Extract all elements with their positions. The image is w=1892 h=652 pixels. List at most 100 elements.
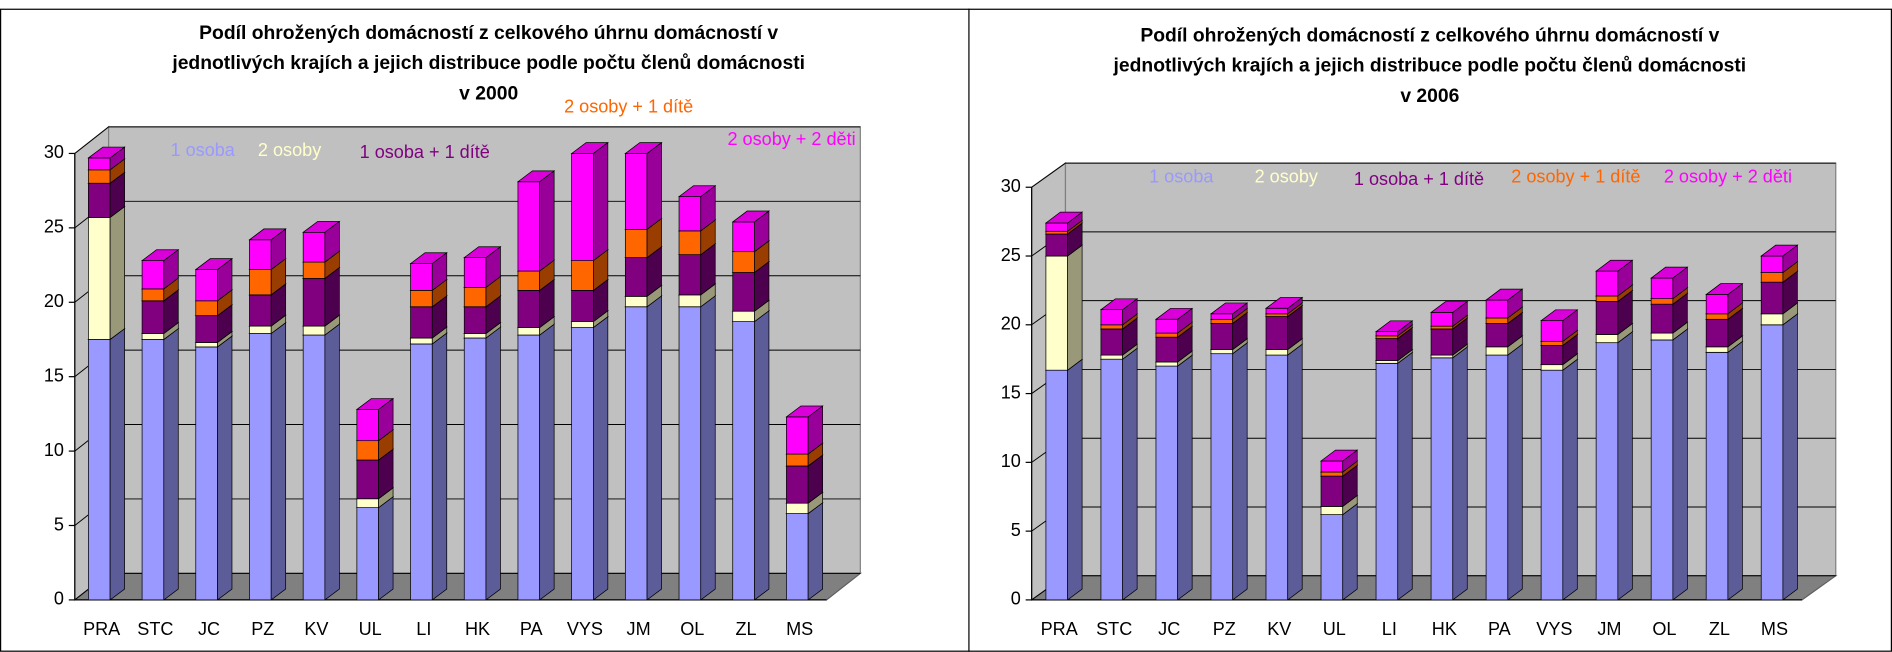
bar-segment xyxy=(141,339,165,601)
bar-top xyxy=(302,221,341,233)
bar-segment xyxy=(463,306,487,334)
bar-segment xyxy=(1375,335,1399,339)
bar-top xyxy=(1540,309,1579,322)
bar-segment xyxy=(356,507,379,601)
bar-top xyxy=(677,185,717,197)
x-tick-label: MS xyxy=(786,619,813,639)
bar-segment xyxy=(678,294,702,308)
bar-segment xyxy=(88,169,111,184)
chart-title: jednotlivých krajích a jejich distribuce… xyxy=(1113,55,1747,77)
bar-top xyxy=(1760,244,1799,257)
x-tick-label: PRA xyxy=(83,619,121,639)
bar-segment xyxy=(1650,277,1674,300)
bar-segment xyxy=(1320,471,1344,477)
bar-segment xyxy=(1375,338,1399,361)
bar-segment xyxy=(517,290,541,328)
bar-segment xyxy=(141,333,165,340)
bar-segment xyxy=(463,257,487,288)
bar-segment xyxy=(1760,324,1784,601)
bar-segment xyxy=(1430,354,1454,359)
bar-segment xyxy=(1210,318,1234,324)
bar-top xyxy=(1319,449,1359,462)
bar-segment xyxy=(88,339,111,601)
bar-segment xyxy=(624,306,648,601)
bar-side xyxy=(109,205,125,341)
bar-segment xyxy=(1705,351,1729,601)
legend-entry: 2 osoby + 1 dítě xyxy=(1511,166,1640,186)
bar-segment xyxy=(463,287,487,308)
bar-top xyxy=(87,146,126,159)
x-tick-label: PA xyxy=(520,619,544,639)
bar-segment xyxy=(88,217,111,340)
legend-entry: 2 osoby + 2 děti xyxy=(1664,166,1792,186)
bar-segment xyxy=(624,295,648,308)
bar-side xyxy=(270,321,287,601)
bar-segment xyxy=(1705,318,1729,348)
bar-segment xyxy=(1045,230,1068,235)
bar-segment xyxy=(624,228,648,258)
bar-segment xyxy=(1210,313,1234,320)
x-tick-label: ZL xyxy=(735,619,756,639)
bar-top xyxy=(140,249,180,261)
bar-segment xyxy=(356,498,379,509)
bar-segment xyxy=(410,290,433,308)
x-tick-label: PRA xyxy=(1041,619,1079,639)
bar-segment xyxy=(678,306,702,601)
bar-top xyxy=(1209,302,1249,315)
bar-segment xyxy=(1320,506,1344,515)
y-tick-label: 15 xyxy=(44,365,64,385)
x-tick-label: JM xyxy=(627,619,651,639)
bar-segment xyxy=(1430,312,1454,327)
x-tick-label: HK xyxy=(465,619,490,639)
bar-segment xyxy=(1320,514,1344,601)
bar-segment xyxy=(786,502,809,514)
bar-segment xyxy=(302,278,326,327)
x-tick-label: OL xyxy=(1652,619,1676,639)
bar-segment xyxy=(517,181,541,272)
bar-top xyxy=(1429,301,1469,313)
x-tick-label: KV xyxy=(1267,619,1291,639)
bar-side xyxy=(539,323,555,601)
bar-segment xyxy=(249,325,272,334)
bar-segment xyxy=(1650,298,1674,305)
bar-segment xyxy=(1210,353,1234,601)
bar-segment xyxy=(1485,317,1509,324)
x-tick-label: PA xyxy=(1488,619,1512,639)
bar-side xyxy=(324,323,340,601)
bar-segment xyxy=(463,337,487,601)
x-tick-label: HK xyxy=(1432,619,1457,639)
bar-segment xyxy=(571,260,594,291)
bar-side xyxy=(217,335,233,601)
bar-top xyxy=(409,252,448,264)
bar-top xyxy=(1044,211,1084,224)
x-tick-label: LI xyxy=(416,619,431,639)
y-tick-label: 0 xyxy=(54,589,64,609)
bar-segment xyxy=(1540,340,1564,346)
x-tick-label: UL xyxy=(359,619,382,639)
bar-segment xyxy=(195,300,218,317)
legend-entry: 1 osoba xyxy=(171,140,236,160)
bar-segment xyxy=(141,288,165,302)
bar-side xyxy=(1397,351,1413,601)
x-tick-label: JC xyxy=(1158,619,1180,639)
bar-top xyxy=(355,398,395,410)
bar-segment xyxy=(1320,460,1344,473)
bar-segment xyxy=(1265,354,1289,601)
bar-segment xyxy=(1760,281,1784,315)
bar-side xyxy=(807,502,823,601)
legend-entry: 2 osoby xyxy=(258,140,321,160)
bar-segment xyxy=(571,290,594,322)
bar-segment xyxy=(1760,272,1784,283)
bar-side xyxy=(1342,503,1358,601)
bar-segment xyxy=(356,409,379,442)
bar-top xyxy=(248,228,287,241)
bar-segment xyxy=(1375,362,1399,601)
legend-entry: 2 osoby + 2 děti xyxy=(727,129,855,149)
bar-segment xyxy=(195,315,218,343)
y-tick-label: 25 xyxy=(1001,245,1021,265)
bar-side xyxy=(592,315,609,601)
bar-segment xyxy=(302,325,326,336)
bar-side xyxy=(1452,346,1468,601)
bar-side xyxy=(1672,328,1688,601)
